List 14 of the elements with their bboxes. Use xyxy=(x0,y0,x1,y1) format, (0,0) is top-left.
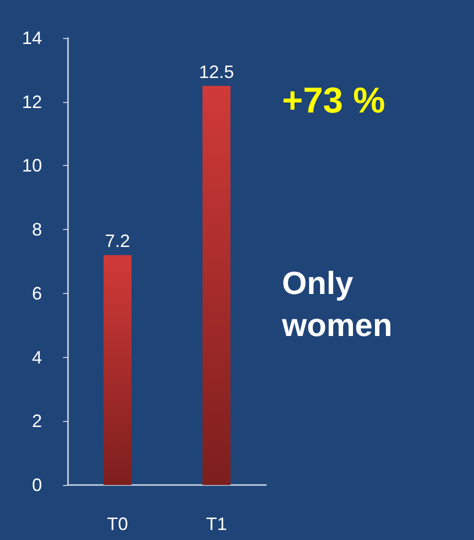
y-tick-label: 2 xyxy=(32,411,42,432)
text: +73 % xyxy=(282,80,386,120)
x-tick-label: T1 xyxy=(206,514,228,534)
y-tick-label: 8 xyxy=(32,220,42,240)
y-tick-label: 0 xyxy=(32,475,42,495)
y-tick-label: 6 xyxy=(32,283,42,304)
data-label: 7.2 xyxy=(104,231,130,252)
y-tick-label: 12 xyxy=(22,92,42,112)
y-tick-label: 10 xyxy=(22,156,42,176)
y-tick-label: 4 xyxy=(32,347,42,368)
y-tick-label: 14 xyxy=(22,28,42,48)
data-label: 12.5 xyxy=(198,62,234,82)
text: Only women xyxy=(281,265,392,343)
x-tick-label: T0 xyxy=(106,514,128,534)
